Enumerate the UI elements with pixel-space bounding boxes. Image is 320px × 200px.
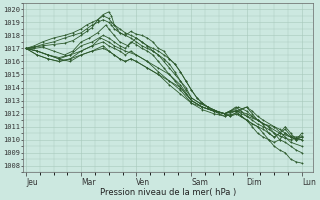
X-axis label: Pression niveau de la mer( hPa ): Pression niveau de la mer( hPa ) — [100, 188, 236, 197]
